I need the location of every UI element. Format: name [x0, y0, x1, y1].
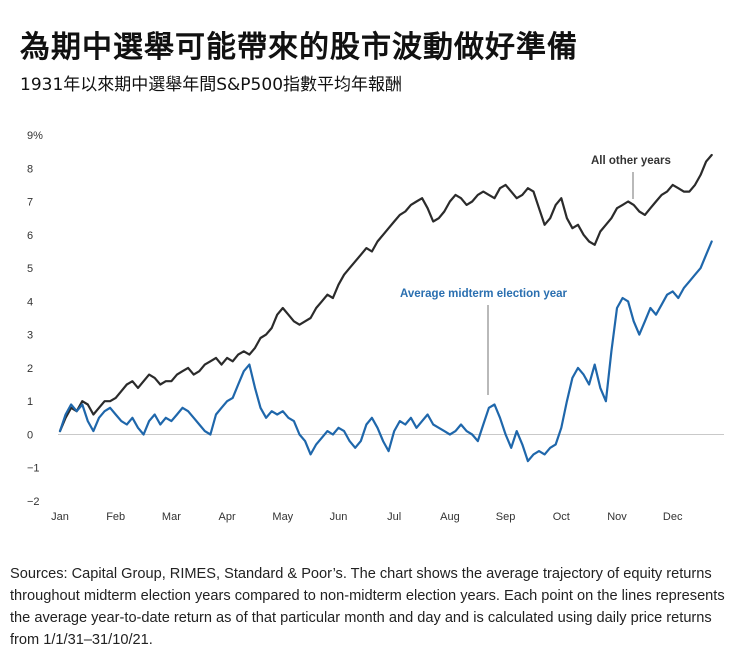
y-tick-label: 1 [27, 396, 33, 408]
x-tick-label: Jul [387, 511, 401, 523]
x-tick-label: Nov [607, 511, 627, 523]
x-tick-label: Sep [496, 511, 516, 523]
source-note: Sources: Capital Group, RIMES, Standard … [10, 566, 725, 648]
y-tick-label: 7 [27, 197, 33, 209]
x-tick-label: Aug [440, 511, 460, 523]
y-tick-label: 8 [27, 163, 33, 175]
annotation-all-other-years: All other years [591, 155, 671, 167]
x-tick-label: Apr [219, 511, 236, 523]
annotation-midterm-year: Average midterm election year [400, 288, 568, 300]
x-tick-label: Oct [553, 511, 570, 523]
series-line-all-other-years [58, 153, 713, 433]
y-tick-label: −2 [27, 496, 40, 508]
y-tick-label: 2 [27, 363, 33, 375]
y-tick-label: 4 [27, 296, 33, 308]
y-tick-label: 3 [27, 330, 33, 342]
annotation-layer: All other years Average midterm election… [400, 155, 671, 395]
line-chart: 9% 8 7 6 5 4 3 2 1 0 −1 −2 Jan Feb Mar Apr May Jun Jul Aug… [27, 130, 724, 523]
x-tick-label: Dec [663, 511, 683, 523]
series-layer [58, 153, 713, 463]
y-tick-label: 6 [27, 230, 33, 242]
x-tick-label: May [272, 511, 293, 523]
y-tick-label: −1 [27, 463, 40, 475]
y-tick-label: 5 [27, 263, 33, 275]
x-tick-label: Feb [106, 511, 125, 523]
x-tick-label: Jan [51, 511, 69, 523]
x-axis-labels: Jan Feb Mar Apr May Jun Jul Aug Sep Oct Nov Dec [51, 511, 683, 523]
y-tick-label: 0 [27, 429, 33, 441]
page-title: 為期中選舉可能帶來的股市波動做好準備 [20, 30, 578, 65]
x-tick-label: Mar [162, 511, 181, 523]
y-axis-labels: 9% 8 7 6 5 4 3 2 1 0 −1 −2 [27, 130, 43, 508]
y-tick-label: 9% [27, 130, 43, 142]
series-line-midterm-year [58, 240, 713, 463]
page-subtitle: 1931年以來期中選舉年間S&P500指數平均年報酬 [20, 75, 403, 95]
x-tick-label: Jun [330, 511, 348, 523]
